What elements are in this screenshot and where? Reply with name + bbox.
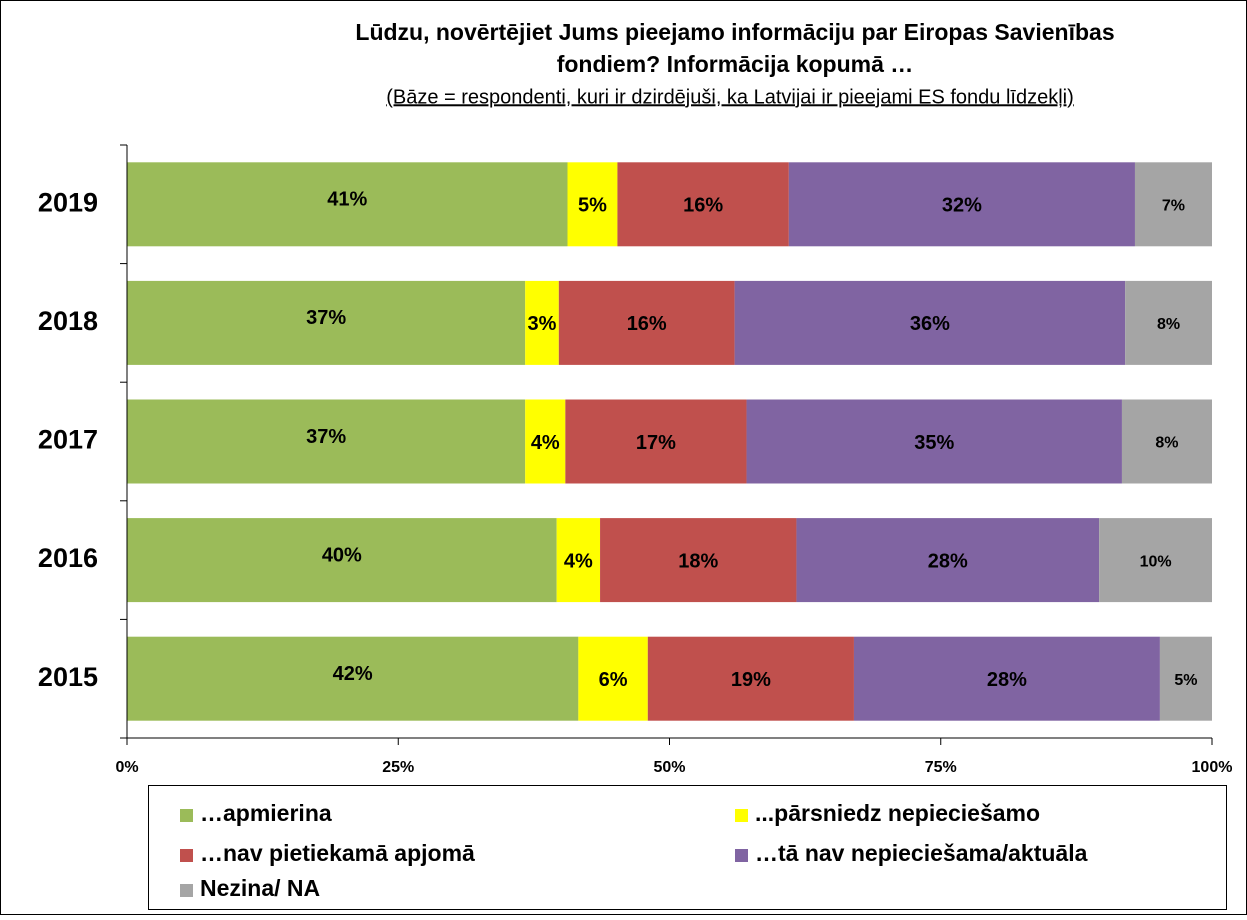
x-tick-label: 100% [1192,759,1233,776]
legend-label: …nav pietiekamā apjomā [200,840,475,866]
value-label: 18% [678,550,718,572]
value-label: 36% [910,313,950,335]
bar-segment [525,399,566,484]
bar-segment [796,518,1100,603]
bar-segment [600,518,797,603]
x-tick-label: 0% [115,759,138,776]
chart-title: fondiem? Informācija kopumā … [557,51,914,77]
value-label: 35% [914,432,954,454]
value-label: 16% [627,313,667,335]
bar-segment [734,280,1126,365]
value-label: 7% [1162,198,1185,215]
x-tick-label: 25% [382,759,414,776]
bar-segment [647,636,854,721]
value-label: 6% [599,669,628,691]
value-label: 37% [306,426,346,448]
bar-segment [127,518,557,603]
value-label: 37% [306,307,346,329]
bar-segment [1159,636,1212,721]
bar-segment [567,162,618,247]
bar-segment [853,636,1160,721]
value-label: 28% [928,550,968,572]
value-label: 5% [1174,672,1197,689]
bar-segment [1125,280,1212,365]
legend-box [148,785,1227,910]
chart-subtitle: (Bāze = respondenti, kuri ir dzirdējuši,… [386,86,1074,108]
bar-segment [746,399,1122,484]
bar-segment [788,162,1135,247]
bar-segment [617,162,789,247]
bar-segment [127,399,526,484]
value-label: 42% [333,663,373,685]
bar-segment [127,162,568,247]
bar-segment [565,399,747,484]
legend-swatch [180,809,193,822]
value-label: 4% [531,432,560,454]
value-label: 10% [1140,553,1172,570]
bar-segment [1121,399,1212,484]
legend-swatch [735,809,748,822]
value-label: 16% [683,195,723,217]
y-tick-label: 2016 [38,543,98,573]
bar-segment [1099,518,1212,603]
legend-swatch [180,849,193,862]
legend-label: Nezina/ NA [200,875,320,901]
value-label: 17% [636,432,676,454]
value-label: 41% [327,189,367,211]
legend-label: …tā nav nepieciešama/aktuāla [755,840,1088,866]
x-tick-label: 50% [653,759,685,776]
y-tick-label: 2018 [38,306,98,336]
bar-segment [1134,162,1212,247]
bar-segment [127,280,526,365]
legend-swatch [735,849,748,862]
value-label: 28% [987,669,1027,691]
value-label: 5% [578,195,607,217]
legend-label: …apmierina [200,800,332,826]
bar-segment [558,280,735,365]
x-tick-label: 75% [925,759,957,776]
value-label: 32% [942,195,982,217]
legend-swatch [180,884,193,897]
legend-label: ...pārsniedz nepieciešamo [755,800,1040,826]
bar-segment [525,280,559,365]
y-tick-label: 2017 [38,425,98,455]
bar-segment [127,636,579,721]
value-label: 4% [564,550,593,572]
bar-segment [578,636,648,721]
value-label: 8% [1155,435,1178,452]
value-label: 3% [528,313,557,335]
y-tick-label: 2019 [38,187,98,217]
value-label: 8% [1157,316,1180,333]
chart-title: Lūdzu, novērtējiet Jums pieejamo informā… [355,19,1114,45]
bar-segment [556,518,601,603]
value-label: 40% [322,544,362,566]
y-tick-label: 2015 [38,662,98,692]
value-label: 19% [731,669,771,691]
